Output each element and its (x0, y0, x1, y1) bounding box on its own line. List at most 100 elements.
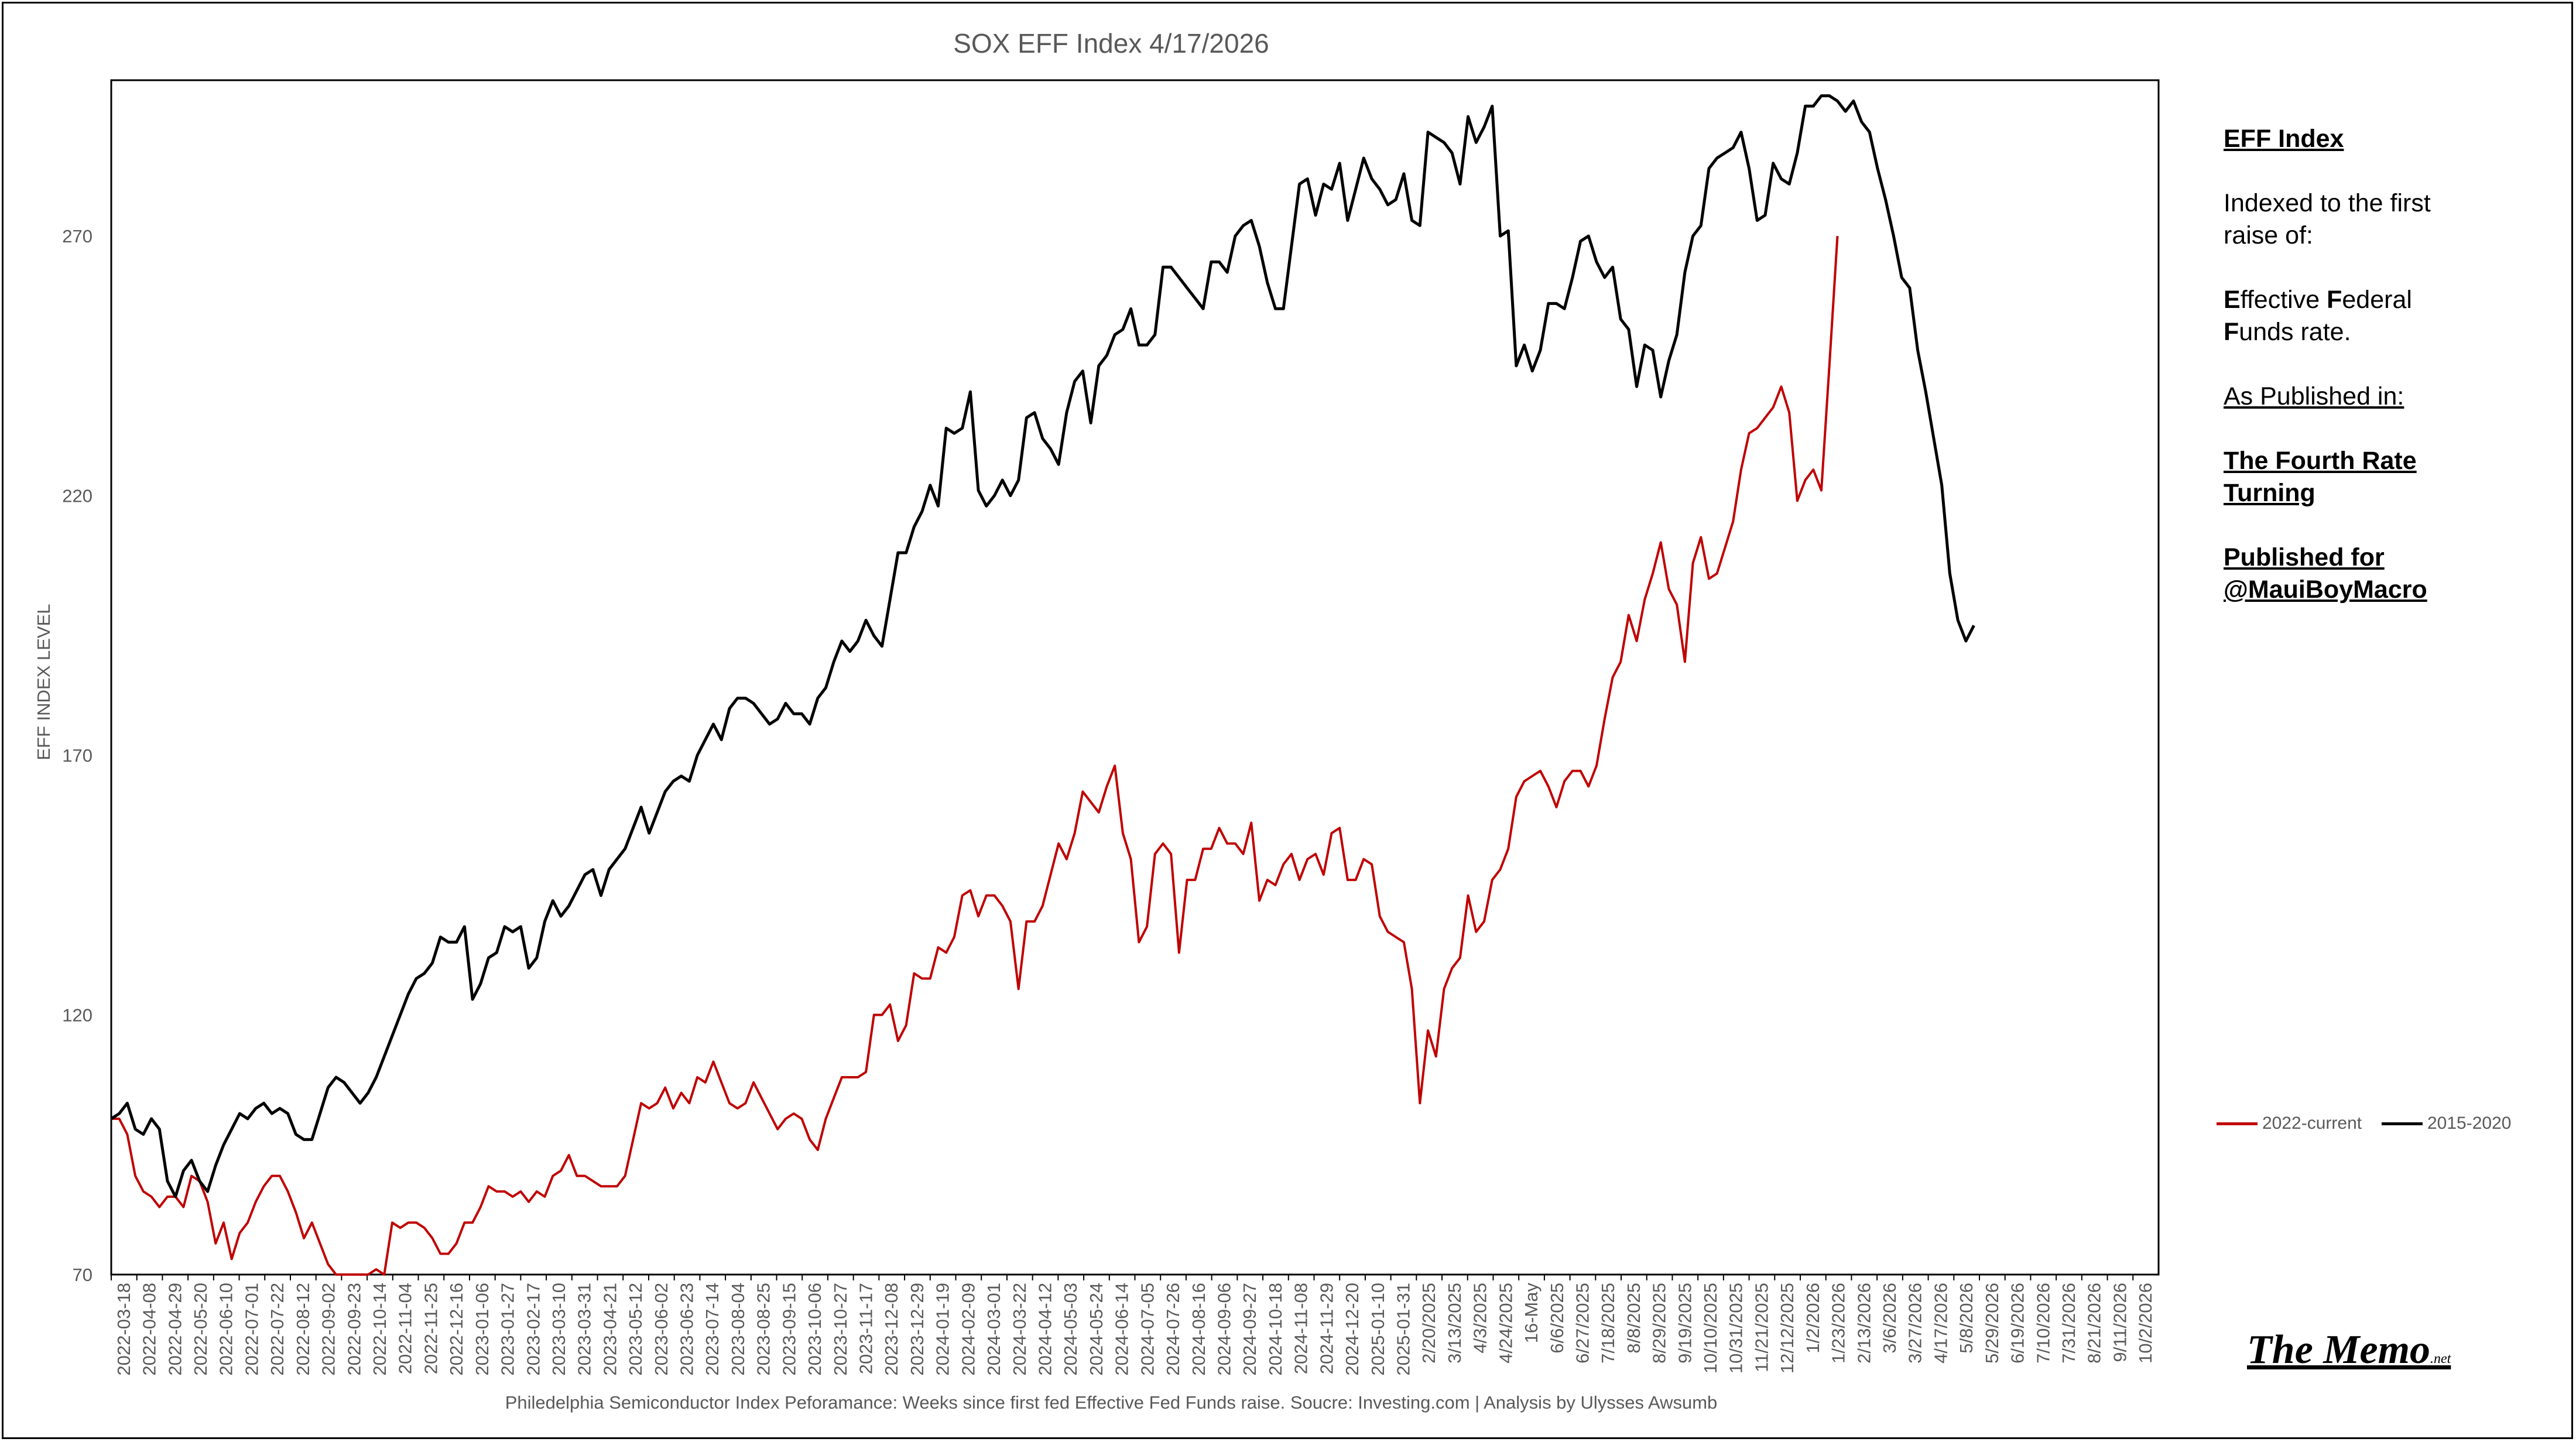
sidebar-book-title: The Fourth Rate Turning (2224, 445, 2516, 509)
legend-item-2015-2020: 2015-2020 (2382, 1114, 2511, 1133)
x-tick-label: 2023-10-27 (830, 1283, 851, 1376)
x-tick-label: 2/13/2026 (1854, 1283, 1874, 1364)
y-axis-ticks: 70 120 170 220 270 (62, 226, 93, 1285)
x-tick-label: 1/23/2026 (1828, 1283, 1849, 1364)
x-tick-label: 5/8/2026 (1956, 1283, 1976, 1354)
x-tick-label: 2024-06-14 (1112, 1283, 1132, 1376)
x-tick-label: 2022-09-23 (344, 1283, 364, 1376)
sidebar-indexed-text: Indexed to the first raise of: (2224, 187, 2516, 252)
x-tick-label: 8/29/2025 (1649, 1283, 1670, 1364)
eff-letter-e: E (2224, 286, 2241, 314)
x-tick-label: 2023-09-15 (779, 1283, 799, 1376)
x-tick-label: 2023-06-23 (677, 1283, 697, 1376)
x-tick-label: 2024-03-22 (1009, 1283, 1030, 1376)
x-tick-label: 2022-03-18 (114, 1283, 134, 1376)
x-tick-label: 11/21/2025 (1751, 1283, 1772, 1372)
plot-area (110, 79, 2160, 1276)
x-tick-label: 4/24/2025 (1495, 1283, 1516, 1364)
sidebar-published-for: Published for @MauiBoyMacro (2224, 542, 2516, 606)
x-tick-label: 2023-02-17 (523, 1283, 543, 1376)
x-tick-label: 2023-07-14 (702, 1283, 722, 1376)
y-tick-label: 270 (62, 226, 93, 246)
sidebar-eff-line1: Effective Federal (2224, 284, 2516, 316)
legend-swatch-black (2382, 1122, 2423, 1125)
sidebar-published-in: As Published in: (2224, 381, 2516, 413)
eff-text-1: ffective (2240, 286, 2327, 314)
x-tick-label: 2024-05-03 (1060, 1283, 1081, 1376)
x-tick-label: 9/19/2025 (1674, 1283, 1695, 1364)
x-tick-label: 2022-11-04 (395, 1283, 416, 1374)
x-tick-label: 7/31/2026 (2058, 1283, 2079, 1364)
y-tick-label: 220 (62, 486, 93, 506)
x-tick-label: 2022-04-08 (139, 1283, 160, 1376)
x-tick-label: 2023-04-21 (600, 1283, 620, 1376)
sidebar-heading: EFF Index (2224, 123, 2516, 155)
series-line-2015-2020 (110, 94, 1975, 1198)
y-tick-label: 70 (73, 1265, 93, 1285)
x-tick-label: 2024-05-24 (1086, 1283, 1107, 1376)
x-tick-label: 4/17/2026 (1930, 1283, 1951, 1364)
legend-label-2022-current: 2022-current (2262, 1114, 2362, 1133)
x-tick-label: 10/2/2026 (2135, 1283, 2156, 1364)
x-tick-label: 2024-09-27 (1239, 1283, 1260, 1376)
x-tick-label: 2024-09-06 (1214, 1283, 1234, 1376)
x-tick-label: 2022-06-10 (216, 1283, 237, 1376)
y-axis-label: EFF INDEX LEVEL (33, 604, 54, 760)
chart-title: SOX EFF Index 4/17/2026 (953, 28, 1269, 59)
legend-item-2022-current: 2022-current (2217, 1114, 2362, 1133)
chart-caption: Philedelphia Semiconductor Index Peforam… (505, 1392, 1718, 1413)
x-tick-label: 2024-12-20 (1342, 1283, 1362, 1376)
logo-text: The Memo (2247, 1327, 2431, 1372)
x-tick-label: 2024-08-16 (1188, 1283, 1209, 1376)
x-axis-ticks: 2022-03-18 2022-04-08 2022-04-29 2022-05-20… (111, 1275, 2156, 1376)
x-tick-label: 2022-10-14 (369, 1283, 390, 1376)
sidebar-eff-line2: Funds rate. (2224, 316, 2516, 348)
x-tick-label: 2023-08-25 (753, 1283, 774, 1376)
x-tick-label: 2023-10-06 (804, 1283, 825, 1376)
x-tick-label: 2023-01-06 (472, 1283, 492, 1376)
x-tick-label: 2024-07-05 (1137, 1283, 1157, 1376)
x-tick-label: 2023-11-17 (856, 1283, 876, 1374)
eff-text-3: unds rate. (2239, 318, 2351, 346)
sidebar-eff-text: Effective Federal Funds rate. (2224, 284, 2516, 348)
x-tick-label: 2022-09-02 (318, 1283, 339, 1376)
x-tick-label: 2024-03-01 (984, 1283, 1004, 1376)
x-tick-label: 9/11/2026 (2109, 1283, 2130, 1362)
x-tick-label: 16-May (1521, 1283, 1542, 1344)
x-tick-label: 2022-11-25 (420, 1283, 441, 1374)
x-tick-label: 2025-01-10 (1368, 1283, 1388, 1376)
x-tick-label: 2024-07-26 (1163, 1283, 1183, 1376)
x-tick-label: 2024-01-19 (933, 1283, 953, 1376)
x-tick-label: 2023-06-02 (651, 1283, 672, 1376)
x-tick-label: 2022-07-22 (267, 1283, 287, 1376)
x-tick-label: 6/19/2026 (2008, 1283, 2028, 1364)
x-tick-label: 2/20/2025 (1419, 1283, 1439, 1364)
x-tick-label: 8/21/2026 (2084, 1283, 2105, 1364)
series-line-2022-current (111, 235, 1839, 1276)
y-tick-label: 120 (62, 1005, 93, 1026)
legend-label-2015-2020: 2015-2020 (2427, 1114, 2512, 1133)
x-tick-label: 2024-04-12 (1035, 1283, 1056, 1376)
the-memo-logo: The Memo.net (2247, 1327, 2451, 1374)
x-tick-label: 5/29/2026 (1982, 1283, 2002, 1364)
x-tick-label: 7/18/2025 (1598, 1283, 1618, 1364)
x-tick-label: 2022-12-16 (446, 1283, 467, 1376)
eff-letter-f: F (2327, 286, 2342, 314)
sidebar-book-line2: Turning (2224, 479, 2315, 507)
x-tick-label: 2023-01-27 (498, 1283, 518, 1376)
x-tick-label: 2022-04-29 (165, 1283, 185, 1376)
sidebar-heading-text: EFF Index (2224, 125, 2344, 153)
x-tick-label: 1/2/2026 (1803, 1283, 1823, 1354)
x-tick-label: 2023-03-31 (574, 1283, 595, 1376)
sidebar-pubfor-line2: @MauiBoyMacro (2224, 576, 2427, 604)
x-tick-label: 2022-07-01 (241, 1283, 262, 1376)
logo-suffix: .net (2430, 1351, 2451, 1366)
x-tick-label: 4/3/2025 (1470, 1283, 1491, 1354)
x-tick-label: 7/10/2026 (2033, 1283, 2053, 1364)
series-lines (110, 94, 1975, 1276)
x-tick-label: 2024-11-29 (1316, 1283, 1337, 1374)
x-tick-label: 2023-12-29 (907, 1283, 927, 1376)
x-tick-label: 2022-08-12 (293, 1283, 313, 1376)
